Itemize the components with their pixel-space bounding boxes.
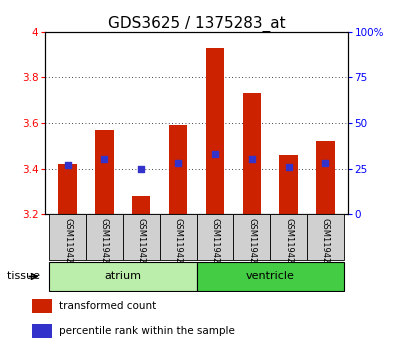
Bar <box>279 155 298 214</box>
Title: GDS3625 / 1375283_at: GDS3625 / 1375283_at <box>108 16 285 32</box>
Text: GSM119429: GSM119429 <box>321 218 330 268</box>
Point <box>64 162 71 168</box>
Text: tissue: tissue <box>7 272 43 281</box>
Bar <box>95 130 114 214</box>
Bar <box>169 125 187 214</box>
Text: GSM119422: GSM119422 <box>63 218 72 268</box>
Bar <box>32 299 52 313</box>
Bar <box>206 48 224 214</box>
Point <box>286 164 292 170</box>
Point <box>138 166 145 171</box>
Point <box>322 160 329 166</box>
Bar <box>160 214 197 260</box>
Bar <box>197 214 233 260</box>
Point <box>248 156 255 162</box>
Bar <box>132 196 150 214</box>
Text: GSM119424: GSM119424 <box>137 218 146 268</box>
Point <box>212 151 218 157</box>
Text: GSM119427: GSM119427 <box>247 218 256 268</box>
Bar <box>270 214 307 260</box>
Text: GSM119423: GSM119423 <box>100 218 109 268</box>
Bar <box>49 214 86 260</box>
Text: GSM119425: GSM119425 <box>173 218 182 268</box>
Bar <box>49 262 197 291</box>
Text: percentile rank within the sample: percentile rank within the sample <box>58 326 235 336</box>
Bar <box>123 214 160 260</box>
Text: GSM119426: GSM119426 <box>211 218 220 268</box>
Text: transformed count: transformed count <box>58 301 156 311</box>
Text: ventricle: ventricle <box>246 272 295 281</box>
Bar <box>58 164 77 214</box>
Bar <box>307 214 344 260</box>
Bar <box>233 214 270 260</box>
Text: atrium: atrium <box>104 272 141 281</box>
Bar <box>197 262 344 291</box>
Bar <box>86 214 123 260</box>
Point <box>101 156 107 162</box>
Bar <box>243 93 261 214</box>
Text: GSM119428: GSM119428 <box>284 218 293 268</box>
Bar <box>316 141 335 214</box>
Point <box>175 160 181 166</box>
Bar <box>32 324 52 338</box>
